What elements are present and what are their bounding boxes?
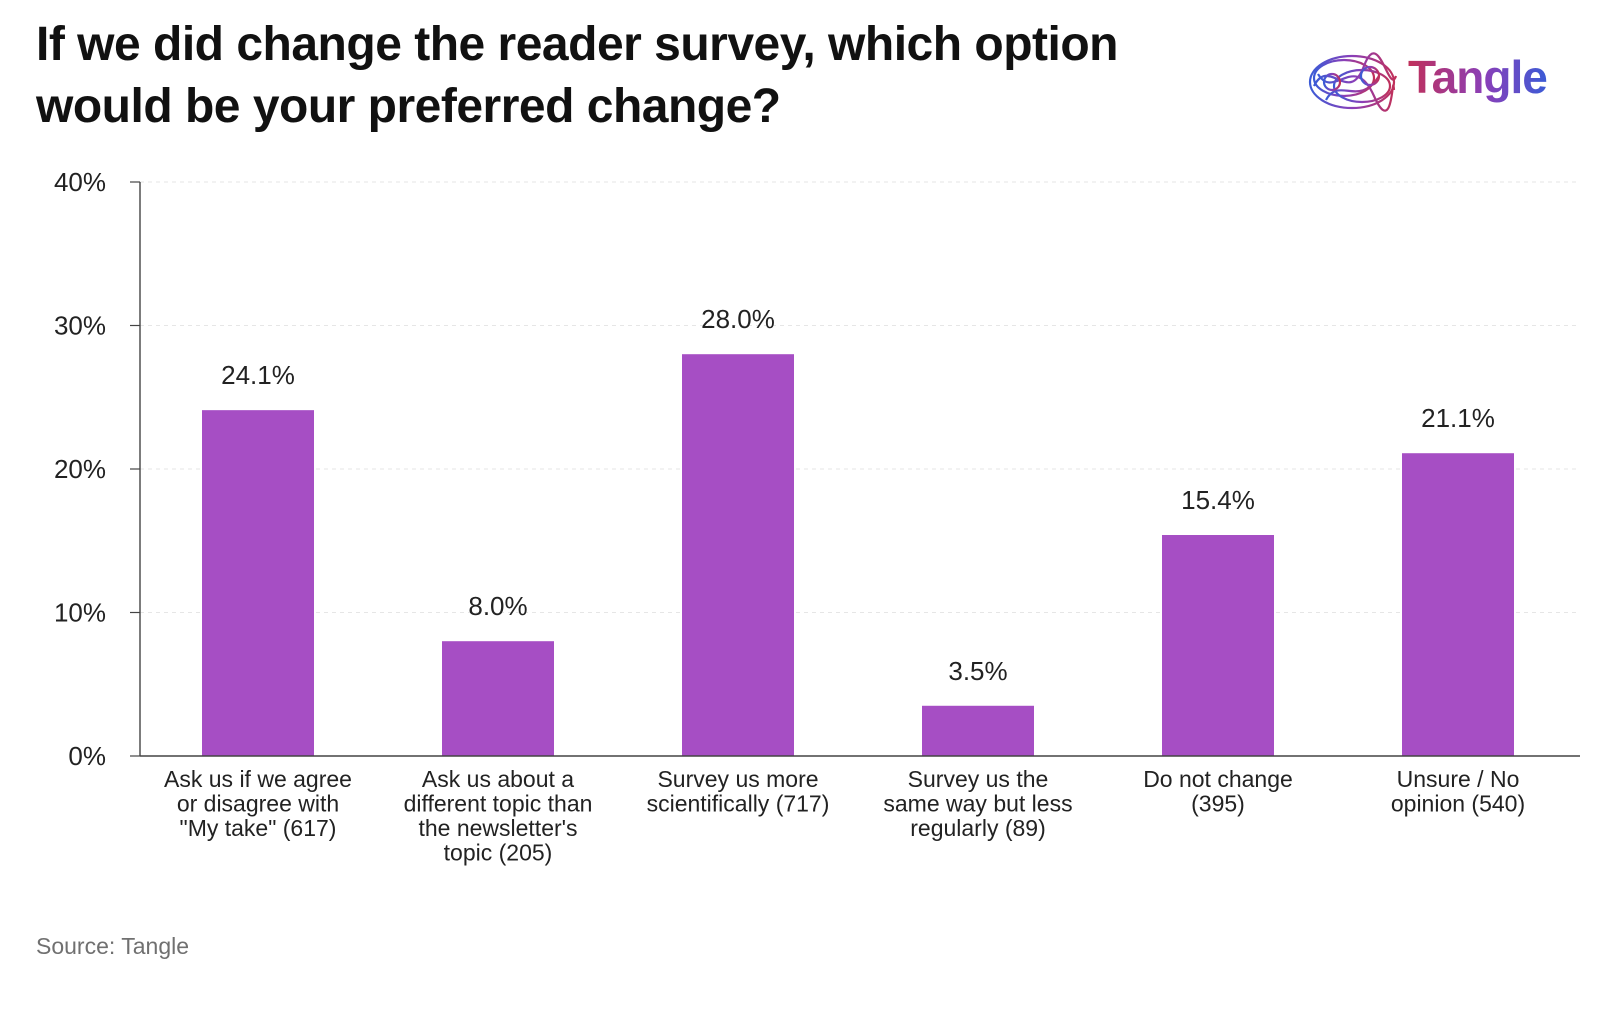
category-label-line: Survey us the [908, 766, 1049, 792]
title-line-2: would be your preferred change? [36, 80, 781, 133]
category-label: Survey us the same way but less regularly … [883, 766, 1072, 841]
bar [442, 641, 554, 756]
title-line-1: If we did change the reader survey, whic… [36, 18, 1119, 71]
bar-chart: 0% 10% 20% 30% 40% 24.1% 8.0% 28.0% 3.5% 15.4% 21… [54, 170, 1580, 866]
category-label: Do not change (395) [1143, 766, 1293, 817]
category-label: Ask us if we agree or disagree with "My ta… [164, 766, 352, 841]
data-label: 8.0% [468, 591, 527, 621]
chart-title: If we did change the reader survey, whic… [36, 14, 1236, 138]
bar [682, 354, 794, 756]
y-tick-label: 10% [54, 598, 106, 628]
category-label: Unsure / No opinion (540) [1391, 766, 1525, 817]
category-label-line: opinion (540) [1391, 791, 1525, 817]
logo-text: Tangle [1408, 51, 1548, 103]
y-tick-labels: 0% 10% 20% 30% 40% [54, 170, 140, 771]
category-label-line: same way but less [883, 791, 1072, 817]
tangle-logo: Tangle [1304, 46, 1564, 126]
category-label-line: scientifically (717) [647, 791, 830, 817]
category-label-line: "My take" (617) [180, 815, 337, 841]
category-label-line: or disagree with [177, 791, 339, 817]
category-label-line: Survey us more [657, 766, 818, 792]
category-label: Survey us more scientifically (717) [647, 766, 830, 817]
data-label: 3.5% [948, 656, 1007, 686]
category-label-line: the newsletter's [418, 815, 577, 841]
y-tick-label: 0% [68, 741, 106, 771]
category-label-line: regularly (89) [910, 815, 1046, 841]
data-label: 28.0% [701, 304, 775, 334]
data-label: 15.4% [1181, 485, 1255, 515]
category-label-line: Do not change [1143, 766, 1293, 792]
category-label-line: Ask us about a [422, 766, 574, 792]
y-tick-label: 20% [54, 454, 106, 484]
grid-lines [140, 181, 1580, 613]
bars [202, 354, 1514, 756]
category-label-line: different topic than [404, 791, 593, 817]
data-labels: 24.1% 8.0% 28.0% 3.5% 15.4% 21.1% [221, 304, 1495, 686]
bar [922, 705, 1034, 756]
tangled-brain-icon [1308, 52, 1398, 112]
bar [1162, 535, 1274, 756]
y-tick-label: 40% [54, 170, 106, 197]
category-label: Ask us about a different topic than the ne… [404, 766, 593, 866]
category-label-line: Ask us if we agree [164, 766, 352, 792]
category-label-line: topic (205) [444, 840, 553, 866]
bar [1402, 453, 1514, 756]
category-label-line: (395) [1191, 791, 1245, 817]
source-note: Source: Tangle [36, 933, 190, 959]
category-labels: Ask us if we agree or disagree with "My ta… [164, 766, 1525, 866]
data-label: 21.1% [1421, 403, 1495, 433]
data-label: 24.1% [221, 360, 295, 390]
category-label-line: Unsure / No [1397, 766, 1520, 792]
y-tick-label: 30% [54, 311, 106, 341]
bar [202, 410, 314, 756]
